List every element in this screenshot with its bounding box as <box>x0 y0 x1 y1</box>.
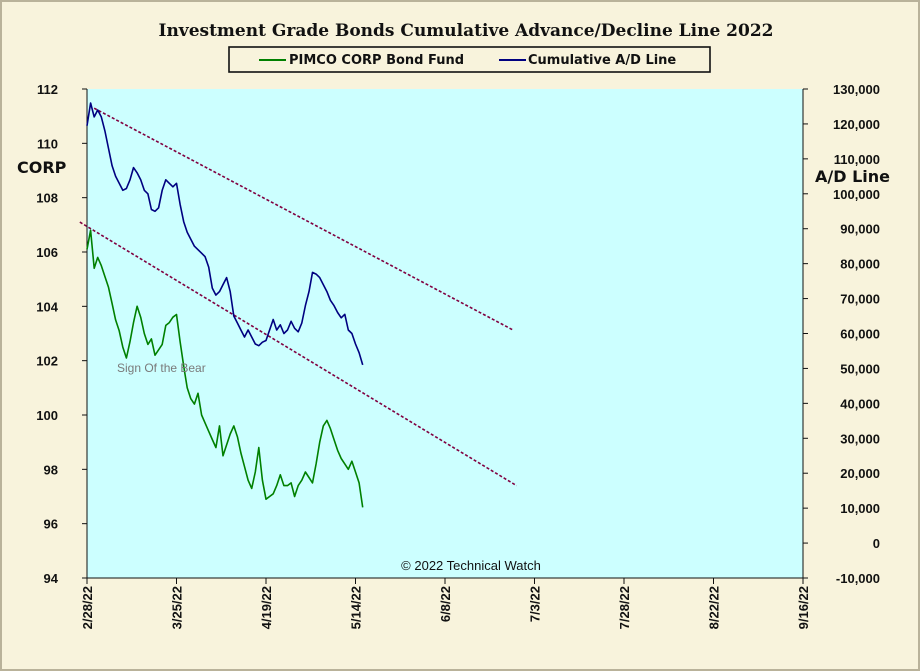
right-tick-label: 110,000 <box>834 152 880 167</box>
x-tick-label: 4/19/22 <box>259 586 274 629</box>
left-tick-label: 102 <box>36 354 58 369</box>
right-axis: -10,000 0 10,000 20,000 30,000 40,000 50,000 60… <box>802 82 880 586</box>
series-line-pimco <box>86 229 364 508</box>
x-tick-label: 8/22/22 <box>707 586 722 629</box>
annotation-sign-of-bear: Sign Of the Bear <box>117 361 206 375</box>
x-tick-label: 5/14/22 <box>349 586 364 629</box>
data-series <box>86 102 364 508</box>
plot-area <box>87 89 803 578</box>
x-tick-label: 6/8/22 <box>438 586 453 622</box>
left-tick-label: 96 <box>44 517 58 532</box>
right-tick-label: 0 <box>873 536 880 551</box>
x-tick-label: 7/3/22 <box>528 586 543 622</box>
legend-label-pimco: PIMCO CORP Bond Fund <box>289 53 464 68</box>
left-tick-label: 100 <box>36 408 58 423</box>
series-line-ad <box>86 102 364 366</box>
left-tick-label: 104 <box>36 299 58 314</box>
x-tick-label: 2/28/22 <box>80 586 95 629</box>
right-tick-label: 60,000 <box>840 327 880 342</box>
chart-title: Investment Grade Bonds Cumulative Advanc… <box>159 21 774 41</box>
legend-label-ad-line: Cumulative A/D Line <box>528 53 676 68</box>
right-tick-label: 130,000 <box>833 82 880 97</box>
right-tick-label: 100,000 <box>833 187 880 202</box>
left-tick-label: 112 <box>37 82 58 97</box>
right-tick-label: 90,000 <box>840 222 880 237</box>
x-tick-label: 3/25/22 <box>170 586 185 629</box>
trendline-corp-resistance <box>79 221 518 487</box>
trendlines <box>79 107 518 487</box>
left-axis: 94 96 98 100 102 104 106 108 110 112 <box>36 82 88 586</box>
right-axis-title: A/D Line <box>815 167 890 186</box>
x-tick-label: 7/28/22 <box>617 586 632 629</box>
trendline-ad-resistance <box>93 107 514 331</box>
left-tick-label: 110 <box>37 136 58 151</box>
x-tick-label: 9/16/22 <box>796 586 811 629</box>
left-tick-label: 108 <box>36 191 58 206</box>
right-tick-label: 50,000 <box>840 361 880 376</box>
left-tick-label: 94 <box>44 571 59 586</box>
right-tick-label: 30,000 <box>840 431 880 446</box>
right-tick-label: 20,000 <box>840 466 880 481</box>
x-axis: 2/28/22 3/25/22 4/19/22 5/14/22 6/8/22 7/3/22… <box>80 577 811 629</box>
left-tick-label: 106 <box>36 245 58 260</box>
right-tick-label: 40,000 <box>840 396 880 411</box>
right-tick-label: 70,000 <box>840 292 880 307</box>
legend: PIMCO CORP Bond Fund Cumulative A/D Line <box>228 46 711 73</box>
copyright-note: © 2022 Technical Watch <box>401 558 541 573</box>
right-tick-label: -10,000 <box>836 571 880 586</box>
left-tick-label: 98 <box>44 462 58 477</box>
right-tick-label: 10,000 <box>840 501 880 516</box>
right-tick-label: 120,000 <box>833 117 880 132</box>
right-tick-label: 80,000 <box>840 257 880 272</box>
left-axis-title: CORP <box>17 158 67 177</box>
